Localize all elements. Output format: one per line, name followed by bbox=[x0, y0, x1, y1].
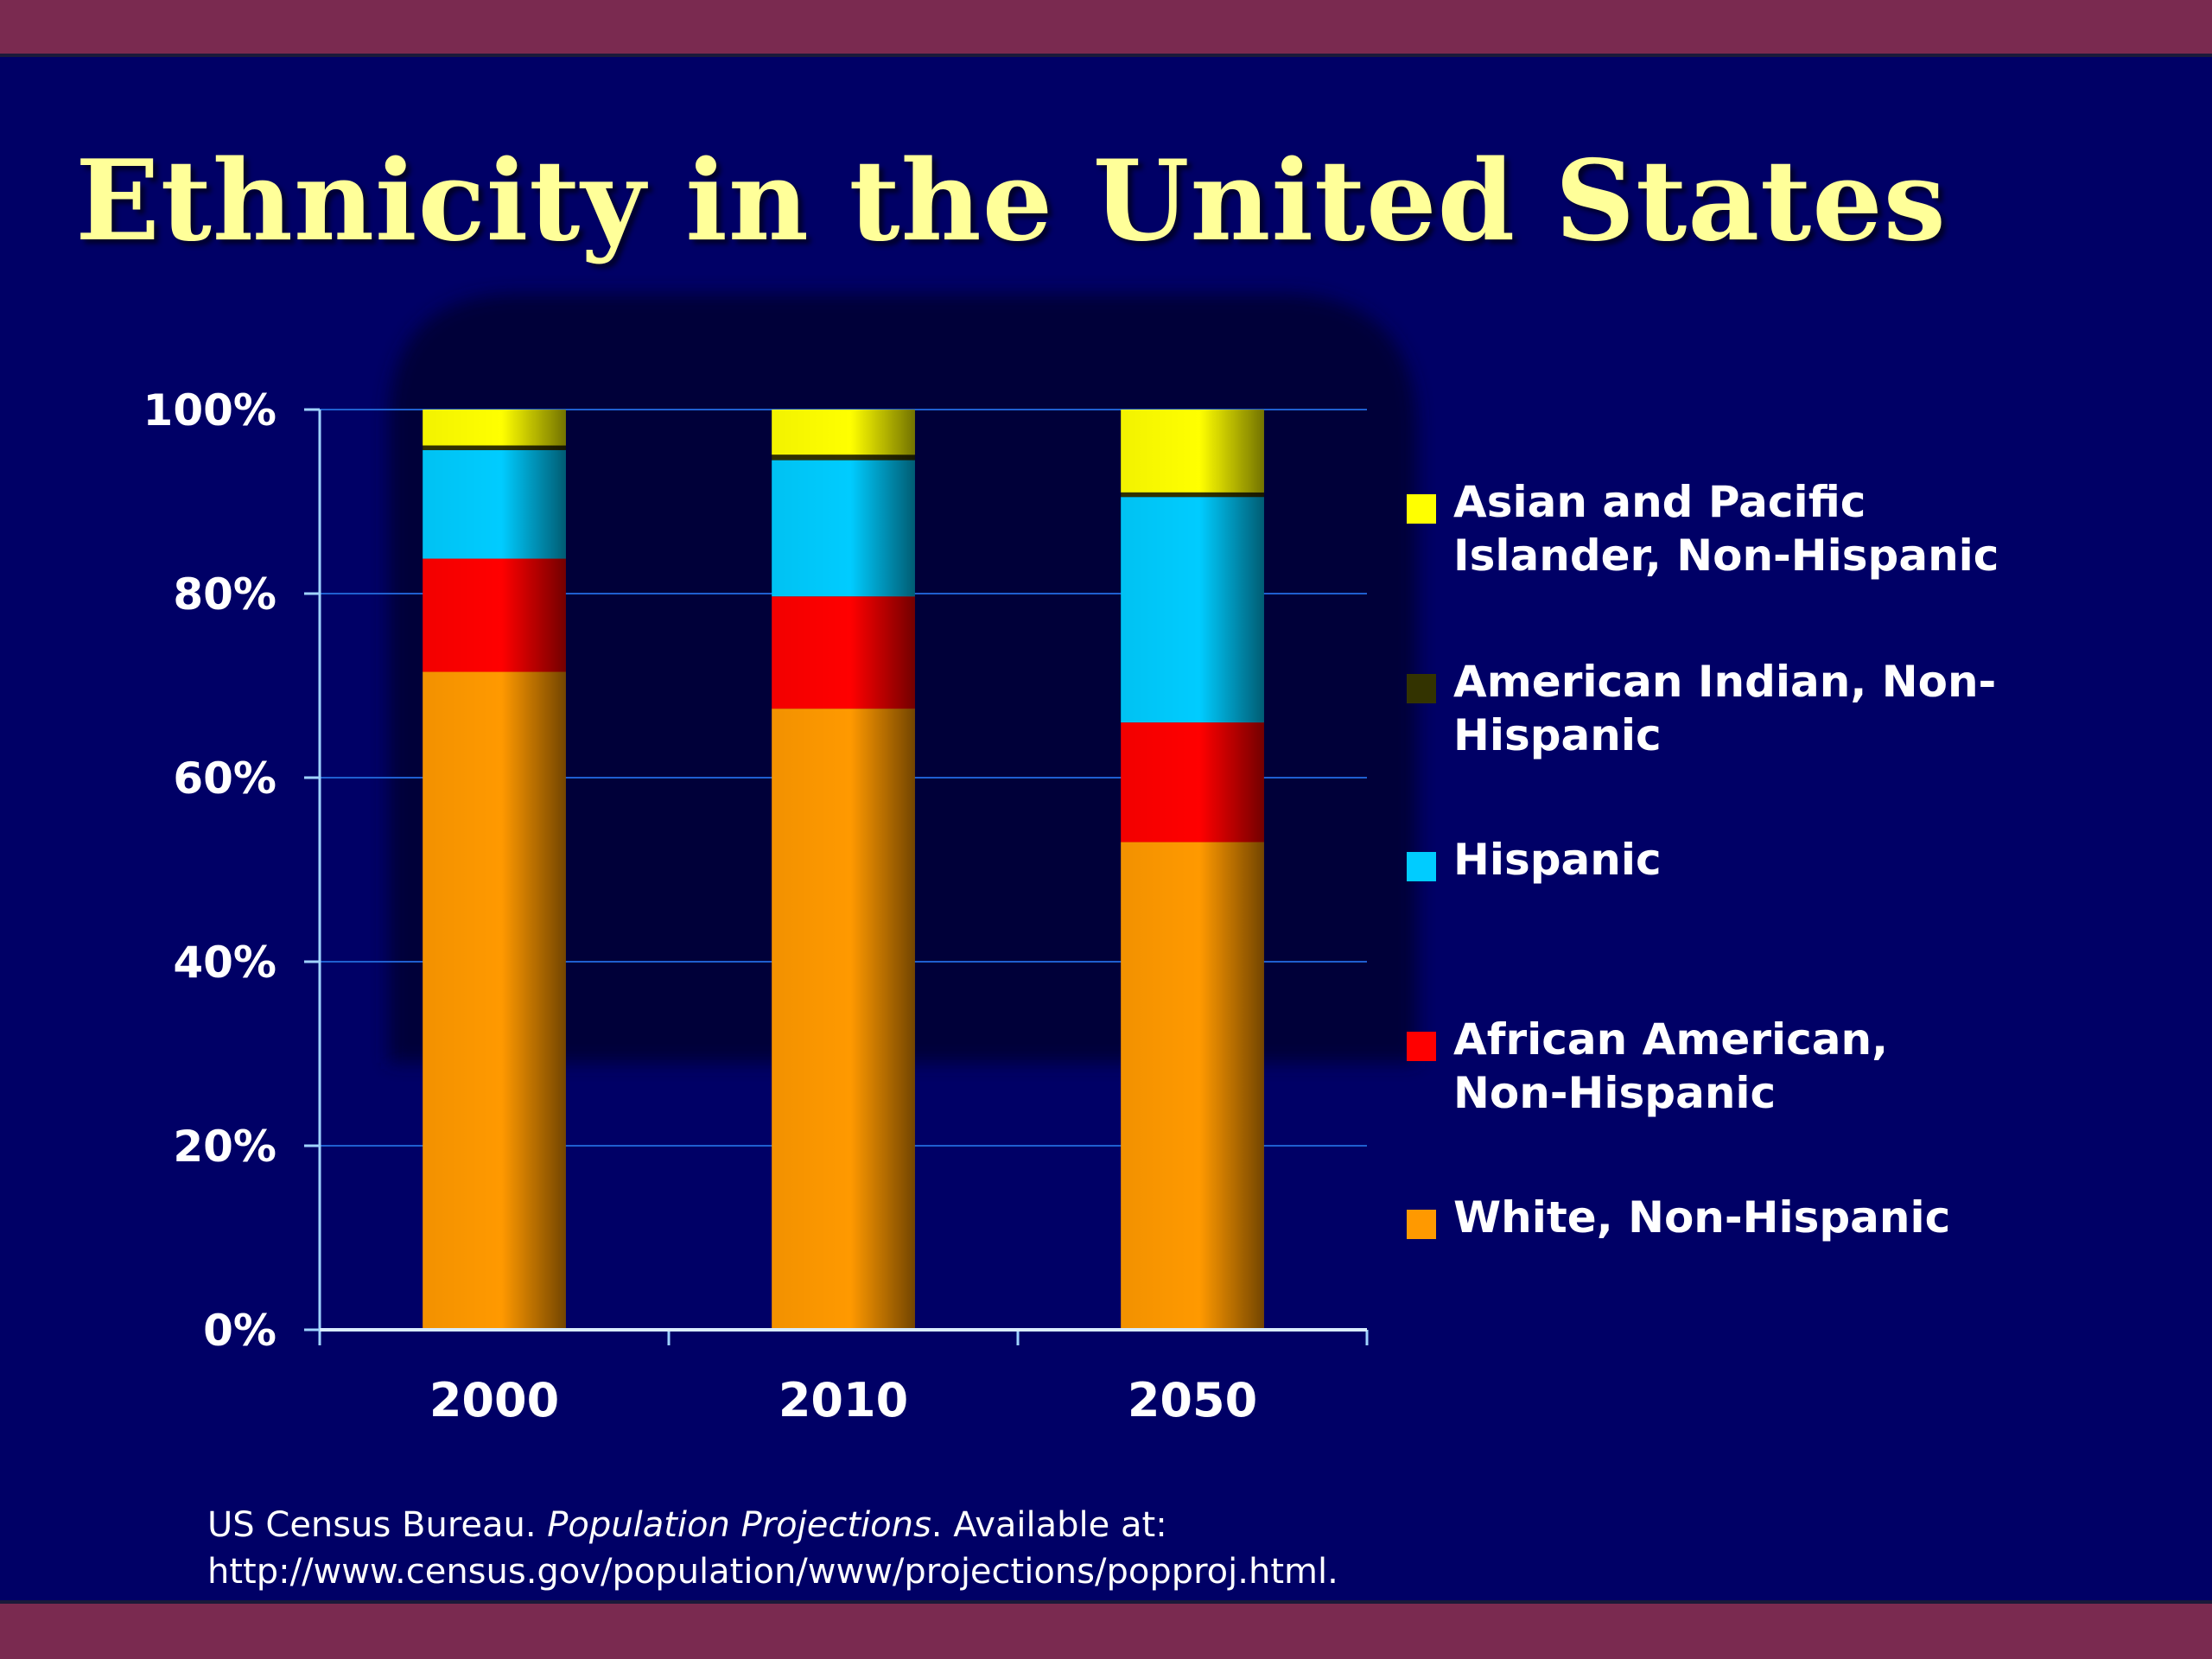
legend-label-white: White, Non-Hispanic bbox=[1453, 1192, 1951, 1243]
bar-segment-shading bbox=[1121, 410, 1264, 493]
source-suffix: . Available at: bbox=[931, 1505, 1167, 1545]
source-url[interactable]: http://www.census.gov/population/www/pro… bbox=[207, 1552, 1338, 1592]
bar-segment-shading bbox=[1121, 842, 1264, 1330]
bar-segment-shading bbox=[772, 454, 915, 461]
bar-segment-shading bbox=[772, 709, 915, 1330]
legend-label-american-indian: American Indian, Non- Hispanic bbox=[1453, 657, 1997, 760]
x-tick-label: 2050 bbox=[1128, 1373, 1257, 1427]
bar-segment-shading bbox=[423, 449, 566, 559]
bar-segment-shading bbox=[772, 460, 915, 597]
bars bbox=[423, 410, 1264, 1330]
axes: 0% 20% 40% 60% 80% 100% 2000 2010 2050 bbox=[143, 385, 1369, 1427]
bar-segment-shading bbox=[1121, 492, 1264, 498]
bar-segment-shading bbox=[423, 445, 566, 450]
legend-label-hispanic: Hispanic bbox=[1453, 835, 1662, 885]
bar-segment-shading bbox=[423, 671, 566, 1330]
y-tick-label: 40% bbox=[173, 938, 276, 988]
slide-title: Ethnicity in the United States bbox=[75, 137, 1947, 266]
bar-segment-shading bbox=[772, 410, 915, 455]
bar-segment-shading bbox=[1121, 722, 1264, 842]
source-line-1: US Census Bureau. Population Projections… bbox=[207, 1502, 2022, 1548]
legend-swatch-white bbox=[1407, 1210, 1436, 1239]
y-tick-label: 80% bbox=[173, 569, 276, 620]
y-tick-label: 0% bbox=[203, 1306, 276, 1356]
y-tick-label: 60% bbox=[173, 753, 276, 804]
legend-swatch-american-indian bbox=[1407, 674, 1436, 703]
y-tick-label: 20% bbox=[173, 1122, 276, 1172]
legend-label-african-american: African American, Non-Hispanic bbox=[1453, 1014, 1889, 1118]
x-tick-label: 2010 bbox=[779, 1373, 908, 1427]
legend-label-asian-pacific: Asian and Pacific Islander, Non-Hispanic bbox=[1453, 477, 1999, 581]
legend-swatch-asian-pacific bbox=[1407, 494, 1436, 524]
source-prefix: US Census Bureau. bbox=[207, 1505, 548, 1545]
legend-swatch-hispanic bbox=[1407, 852, 1436, 881]
bar-segment-shading bbox=[1121, 497, 1264, 723]
legend-swatch-african-american bbox=[1407, 1032, 1436, 1061]
top-frame-band bbox=[0, 0, 2212, 54]
source-title: Population Projections bbox=[547, 1505, 931, 1545]
bar-segment-shading bbox=[772, 596, 915, 709]
source-citation: US Census Bureau. Population Projections… bbox=[207, 1502, 2022, 1595]
bar-segment-shading bbox=[423, 558, 566, 672]
bar-segment-shading bbox=[423, 410, 566, 446]
bottom-frame-band bbox=[0, 1604, 2212, 1659]
x-tick-label: 2000 bbox=[429, 1373, 559, 1427]
y-tick-label: 100% bbox=[143, 385, 276, 435]
